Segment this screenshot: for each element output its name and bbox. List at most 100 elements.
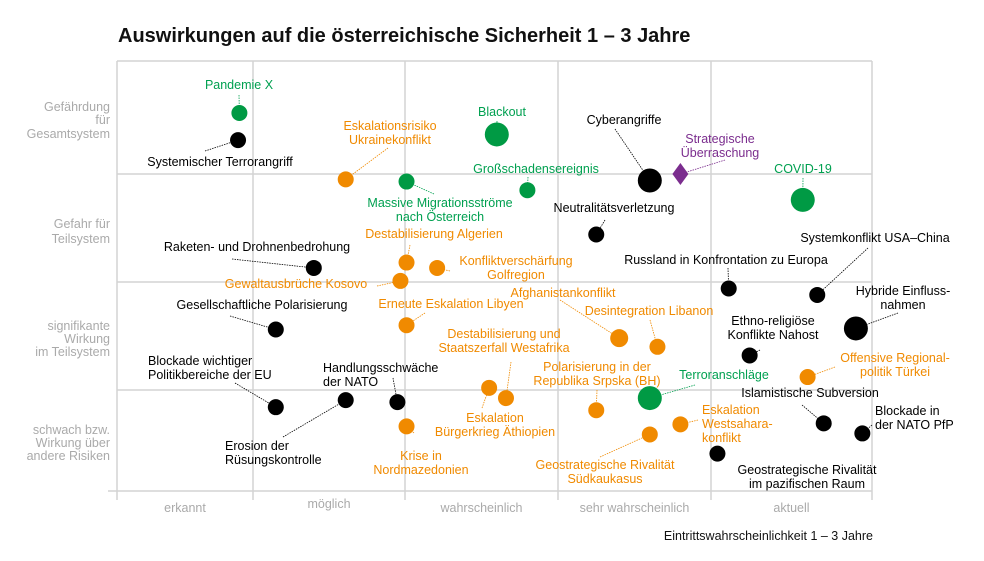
leader-line: [234, 382, 277, 408]
data-point[interactable]: [637, 168, 662, 193]
point-labels: Pandemie X Systemischer Terrorangriff Eska…: [147, 78, 953, 491]
data-label: Russland in Konfrontation zu Europa: [624, 253, 828, 267]
data-label: Krise in: [400, 449, 442, 463]
data-point[interactable]: [709, 445, 726, 462]
leader-line: [680, 159, 726, 175]
data-label: nach Österreich: [396, 210, 484, 224]
data-point[interactable]: [481, 379, 498, 396]
data-label: Islamistische Subversion: [741, 386, 879, 400]
chart-title: Auswirkungen auf die österreichische Sic…: [118, 25, 690, 47]
data-point[interactable]: [649, 338, 666, 355]
data-point[interactable]: [231, 104, 248, 121]
data-label: Destabilisierung Algerien: [365, 227, 503, 241]
data-points: [230, 104, 871, 462]
x-axis-label: sehr wahrscheinlich: [580, 501, 690, 515]
data-label: Systemkonflikt USA–China: [800, 231, 949, 245]
data-label: der NATO: [323, 375, 378, 389]
data-point[interactable]: [588, 226, 605, 243]
data-point[interactable]: [305, 259, 322, 276]
leader-line: [614, 128, 651, 181]
leader-line: [559, 299, 620, 339]
y-axis-label: andere Risiken: [27, 449, 110, 463]
data-label: Eskalationsrisiko: [343, 119, 436, 133]
leader-line: [231, 258, 314, 269]
data-label: Blackout: [478, 105, 526, 119]
leader-line: [282, 399, 346, 438]
data-point[interactable]: [588, 402, 605, 419]
data-label: Eskalation: [702, 403, 760, 417]
leader-line: [229, 315, 276, 330]
data-label: Strategische: [685, 132, 755, 146]
y-axis-label: Wirkung: [64, 332, 110, 346]
data-label: Westsahara-: [702, 417, 773, 431]
leader-line: [595, 219, 606, 235]
data-label: Eskalation: [466, 411, 524, 425]
y-axis-label: signifikante: [47, 319, 110, 333]
data-point-diamond[interactable]: [672, 163, 689, 185]
data-label: Erneute Eskalation Libyen: [378, 297, 523, 311]
y-axis-label: für: [95, 113, 110, 127]
data-point[interactable]: [398, 418, 415, 435]
data-label: konflikt: [702, 431, 741, 445]
data-label: Erosion der: [225, 439, 289, 453]
data-label: Blockade wichtiger: [148, 354, 252, 368]
data-label: Terroranschläge: [679, 368, 769, 382]
data-label: Südkaukasus: [567, 472, 642, 486]
data-point[interactable]: [398, 173, 415, 190]
data-point[interactable]: [429, 259, 446, 276]
data-point[interactable]: [230, 132, 247, 149]
data-label: Afghanistankonflikt: [511, 286, 616, 300]
x-axis-label: möglich: [307, 497, 350, 511]
data-point[interactable]: [267, 321, 284, 338]
data-label: Konflikte Nahost: [727, 328, 819, 342]
data-label: Konfliktverschärfung: [459, 254, 572, 268]
data-point[interactable]: [843, 316, 868, 341]
data-point[interactable]: [610, 329, 629, 348]
data-label: Neutralitätsverletzung: [554, 201, 675, 215]
data-point[interactable]: [398, 254, 415, 271]
x-axis-label: aktuell: [773, 501, 809, 515]
data-label: Golfregion: [487, 268, 545, 282]
data-point[interactable]: [497, 390, 514, 407]
y-axis-label: im Teilsystem: [35, 345, 110, 359]
y-axis-label: Gefährdung: [44, 100, 110, 114]
data-point[interactable]: [641, 426, 658, 443]
data-point[interactable]: [337, 392, 354, 409]
leader-line: [345, 147, 389, 180]
data-point[interactable]: [854, 425, 871, 442]
data-point[interactable]: [484, 122, 509, 147]
data-point[interactable]: [267, 399, 284, 416]
data-point[interactable]: [799, 369, 816, 386]
data-point[interactable]: [815, 415, 832, 432]
data-point[interactable]: [389, 394, 406, 411]
data-label: Geostrategische Rivalität: [738, 463, 877, 477]
data-label: Gewaltausbrüche Kosovo: [225, 277, 367, 291]
data-label: Nordmazedonien: [373, 463, 468, 477]
data-point[interactable]: [790, 187, 815, 212]
leader-line: [599, 434, 650, 458]
data-point[interactable]: [519, 182, 536, 199]
y-axis-label: Teilsystem: [52, 232, 110, 246]
data-point[interactable]: [637, 386, 662, 411]
data-point[interactable]: [398, 317, 415, 334]
data-point[interactable]: [672, 416, 689, 433]
y-axis-label: Gefahr für: [54, 217, 110, 231]
data-point[interactable]: [741, 347, 758, 364]
data-label: Desintegration Libanon: [585, 304, 714, 318]
data-label: Staatszerfall Westafrika: [438, 341, 569, 355]
data-label: Republika Srpska (BH): [533, 374, 660, 388]
data-label: Destabilisierung und: [447, 327, 560, 341]
data-point[interactable]: [720, 280, 737, 297]
data-point[interactable]: [809, 286, 826, 303]
data-point[interactable]: [337, 171, 354, 188]
data-label: Großschadensereignis: [473, 162, 599, 176]
data-label: Hybride Einfluss-: [856, 284, 950, 298]
data-label: Pandemie X: [205, 78, 274, 92]
x-axis-label: wahrscheinlich: [440, 501, 523, 515]
data-label: Politikbereiche der EU: [148, 368, 272, 382]
data-point[interactable]: [392, 272, 409, 289]
data-label: Offensive Regional-: [840, 351, 950, 365]
y-axis-label: Gesamtsystem: [27, 127, 110, 141]
data-label: nahmen: [880, 298, 925, 312]
